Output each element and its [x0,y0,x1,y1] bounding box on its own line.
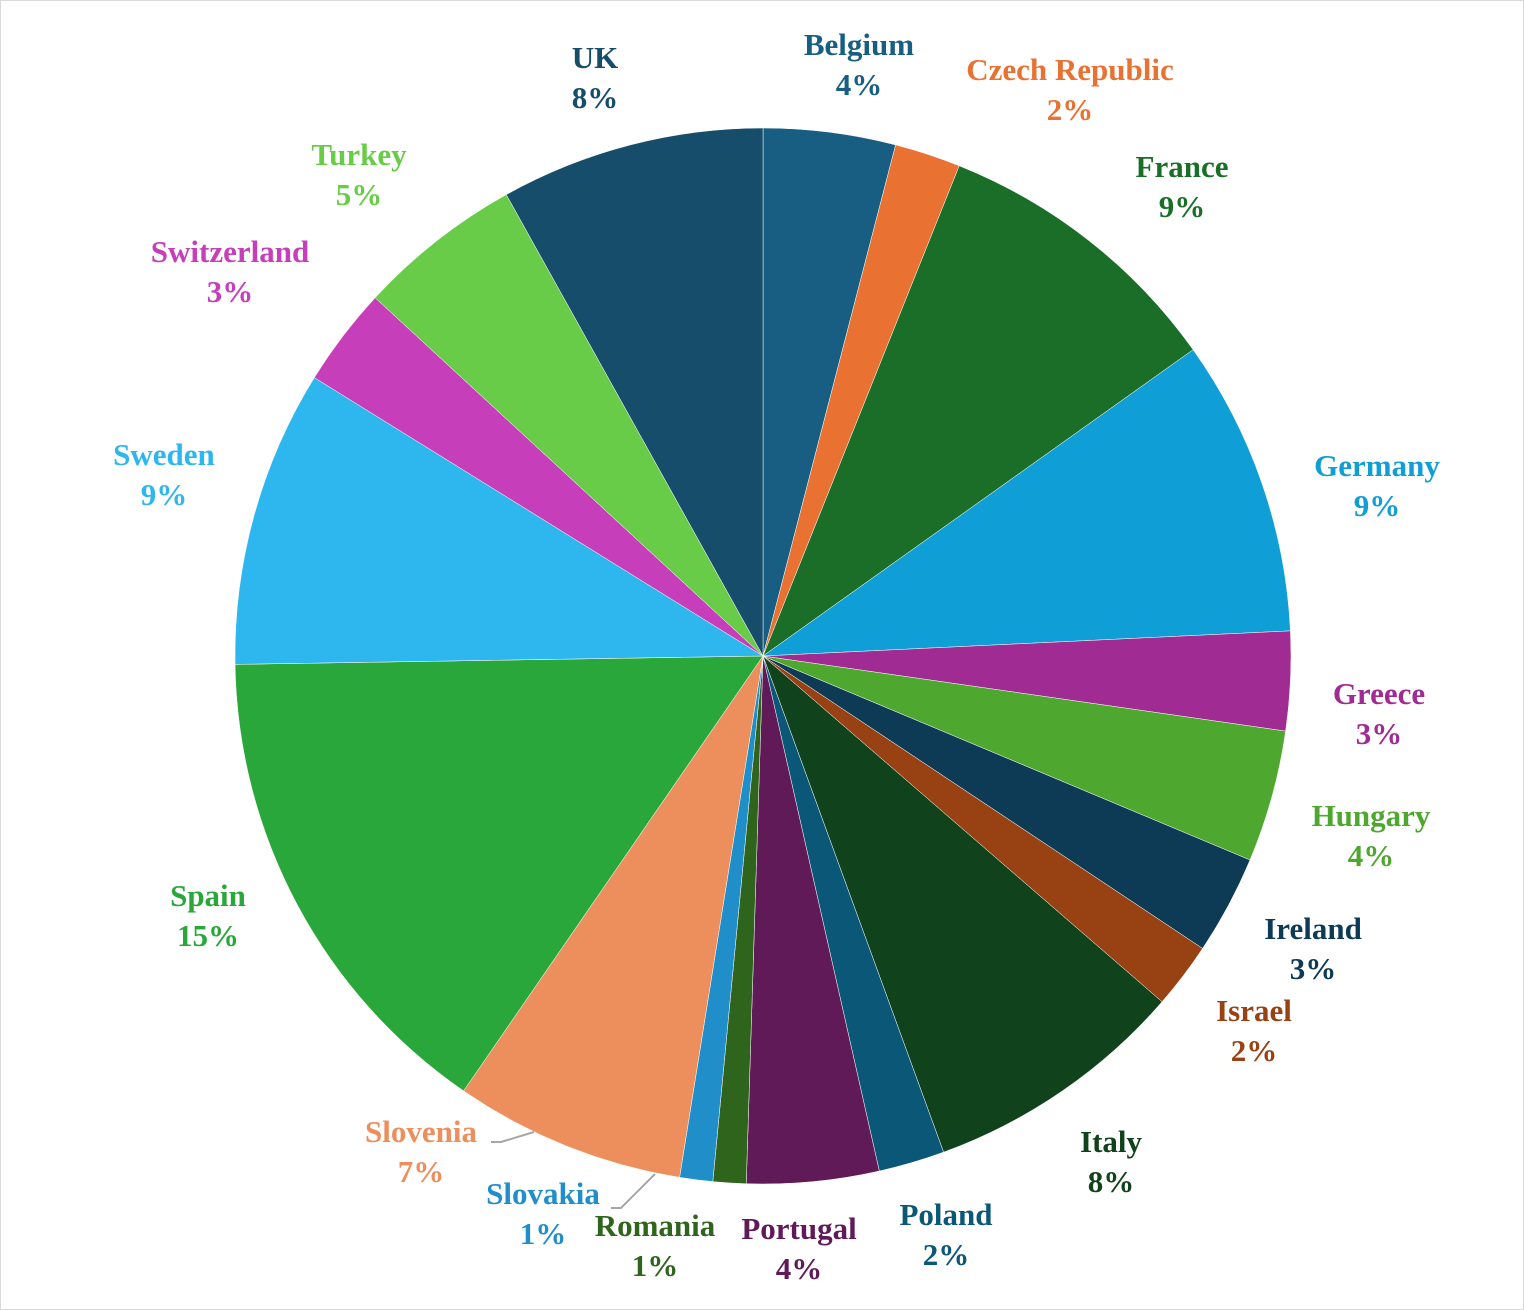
label-name-poland: Poland [899,1197,992,1232]
label-value-france: 9% [1159,189,1206,224]
label-value-slovenia: 7% [398,1154,445,1189]
label-value-sweden: 9% [141,477,188,512]
label-value-hungary: 4% [1348,838,1395,873]
label-value-poland: 2% [923,1237,970,1272]
label-value-belgium: 4% [836,67,883,102]
label-name-czech-republic: Czech Republic [966,52,1174,87]
label-name-france: France [1136,149,1229,184]
slice-sweden [234,377,764,665]
label-name-germany: Germany [1314,448,1440,483]
leader-lines [491,1131,656,1209]
label-value-turkey: 5% [336,177,383,212]
leader-line-slovakia [611,1173,656,1209]
label-value-greece: 3% [1356,716,1403,751]
label-name-portugal: Portugal [741,1211,857,1246]
label-value-czech-republic: 2% [1047,92,1094,127]
label-value-ireland: 3% [1290,951,1337,986]
slice-germany [762,349,1291,657]
label-name-israel: Israel [1216,993,1292,1028]
label-name-ireland: Ireland [1264,911,1362,946]
label-name-switzerland: Switzerland [151,234,309,269]
slice-turkey [374,194,764,657]
leader-line-slovenia [491,1131,535,1143]
slice-uk [505,127,764,657]
label-value-switzerland: 3% [207,274,254,309]
slice-france [762,165,1194,657]
label-value-israel: 2% [1231,1033,1278,1068]
label-name-slovenia: Slovenia [365,1114,477,1149]
label-value-germany: 9% [1354,488,1401,523]
label-name-turkey: Turkey [311,137,407,172]
label-name-spain: Spain [170,878,246,913]
slice-slovenia [463,655,764,1178]
slice-labels: Belgium 4% Czech Republic 2% France 9% Germany… [113,27,1440,1286]
label-value-romania: 1% [632,1248,679,1283]
label-name-greece: Greece [1333,676,1425,711]
label-name-italy: Italy [1080,1124,1143,1159]
label-name-uk: UK [572,40,619,75]
label-name-belgium: Belgium [804,27,914,62]
label-value-portugal: 4% [776,1251,823,1286]
label-value-spain: 15% [177,918,239,953]
label-name-hungary: Hungary [1312,798,1431,833]
label-value-slovakia: 1% [520,1216,567,1251]
label-value-italy: 8% [1088,1164,1135,1199]
label-name-sweden: Sweden [113,437,215,472]
slice-italy [762,655,1163,1153]
label-name-romania: Romania [595,1208,716,1243]
pie-slices [234,127,1292,1185]
slice-spain [234,655,764,1092]
label-name-slovakia: Slovakia [486,1176,600,1211]
label-value-uk: 8% [572,80,619,115]
